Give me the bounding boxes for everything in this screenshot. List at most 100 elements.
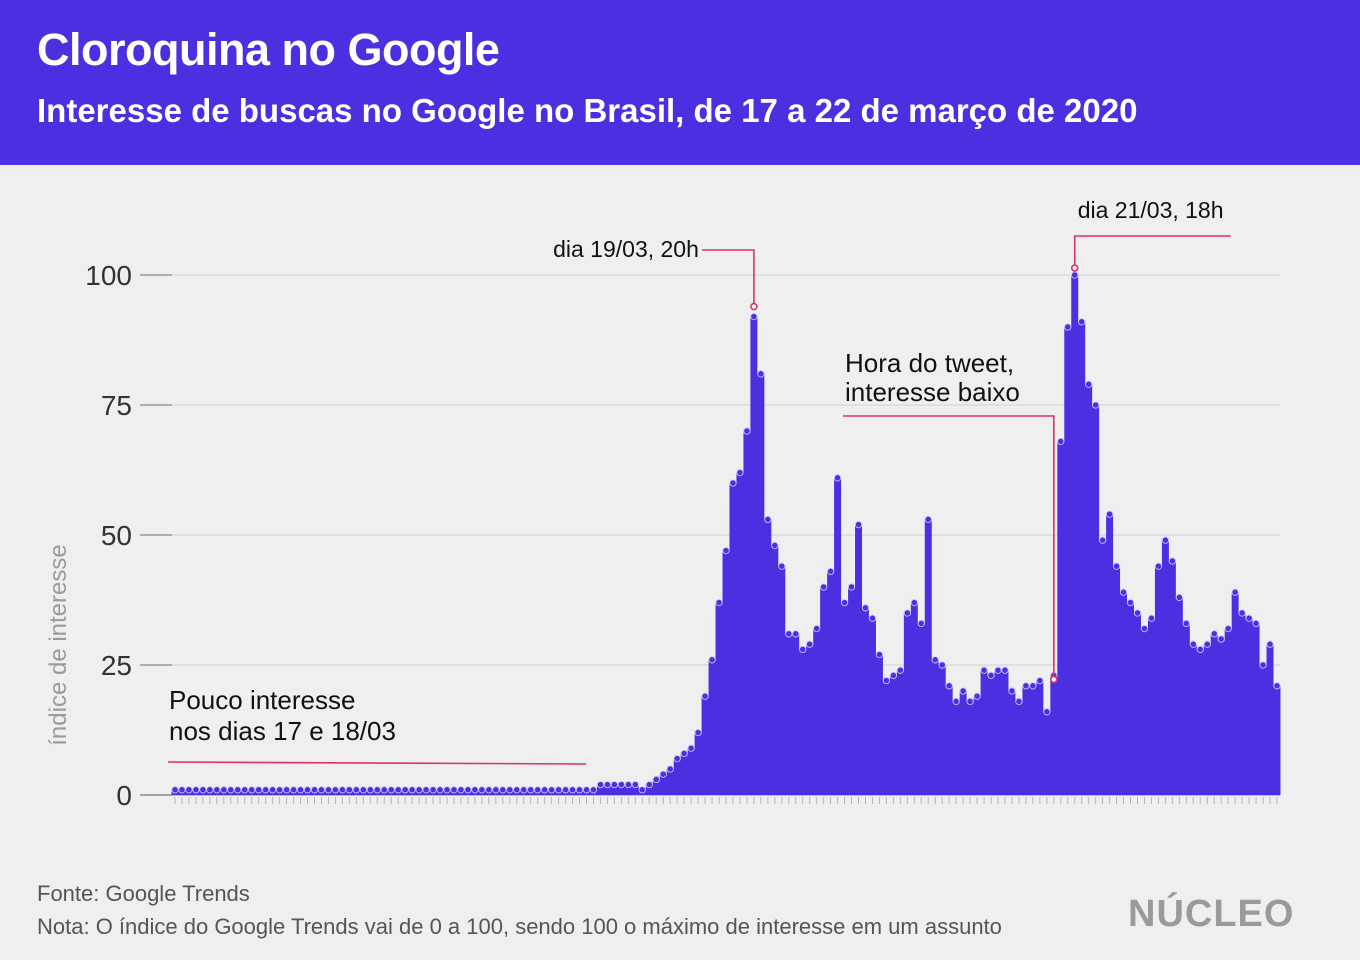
data-point [771,541,779,550]
methodology-note: Nota: O índice do Google Trends vai de 0… [37,914,1002,939]
data-point [499,786,507,794]
data-point [896,666,905,674]
annotation-leader-line [701,249,755,307]
data-point [1168,557,1177,565]
data-point [1224,624,1232,633]
data-point [171,786,179,794]
data-point [1092,401,1100,409]
data-point [492,786,500,794]
data-point [687,744,695,752]
data-point [199,786,207,794]
annotation-label-line-1: Hora do tweet, [845,348,1014,378]
x-axis-ticks [174,797,1278,804]
annotation-label-line-1: Pouco interesse [169,685,355,715]
y-axis-label: índice de interesse [45,544,72,745]
data-point [813,624,821,633]
data-point [1071,271,1079,279]
header-banner: Cloroquina no Google Interesse de buscas… [0,0,1360,165]
data-point [1133,609,1142,617]
page-title: Cloroquina no Google [37,24,500,75]
data-point [624,780,633,789]
data-point [1154,562,1163,570]
data-point [471,786,479,794]
data-point [715,598,723,607]
data-point [659,770,667,778]
y-tick-label: 25 [101,650,132,681]
data-point [1161,536,1170,544]
data-point [289,786,298,794]
data-point [582,786,591,794]
data-point [234,786,242,794]
data-point [282,786,291,794]
data-point [833,474,842,482]
annotation-tweet: Hora do tweet, interesse baixo [843,348,1058,684]
data-point [547,786,556,794]
data-point [1259,661,1267,669]
data-point [750,312,758,321]
search-interest-chart: 0 25 50 75 100 índice de interesse dia 19/03… [45,197,1281,811]
data-point [541,786,549,794]
interest-area [171,275,1281,795]
data-point [331,786,340,794]
data-point [352,786,360,794]
data-point [1112,562,1121,570]
annotation-label: dia 19/03, 20h [553,236,699,262]
data-point [394,786,402,794]
data-point [1078,318,1086,326]
data-point [478,786,486,794]
data-point [610,780,619,789]
data-point [1238,609,1246,617]
data-point [345,786,354,794]
data-point [178,786,186,794]
data-point [513,786,521,794]
data-point [652,775,660,784]
data-point [457,786,465,794]
data-point [262,786,270,794]
data-point [338,786,347,794]
data-point [1119,588,1128,596]
data-point [1064,323,1072,331]
data-point [317,786,326,794]
data-point [1203,640,1211,648]
data-point [806,640,814,648]
annotation-label-line-2: nos dias 17 e 18/03 [169,716,396,746]
data-point [1266,640,1274,648]
annotation-label-line-2: interesse baixo [845,377,1020,407]
source-note: Fonte: Google Trends [37,881,250,906]
data-point [1008,687,1016,695]
nucleo-logo: NÚCLEO [1128,893,1295,935]
data-point [778,562,786,570]
data-point [1105,510,1114,518]
data-point [255,786,263,794]
data-point [764,515,772,524]
annotation-marker [1050,675,1058,684]
data-point [554,786,563,794]
data-point [875,650,884,659]
data-point [868,614,877,622]
data-point [206,786,214,794]
data-point [1036,676,1044,685]
data-point [924,515,932,524]
y-tick-label: 50 [101,520,132,551]
data-point [408,786,416,794]
data-point [938,661,946,669]
data-point [1245,614,1253,622]
data-point [931,656,939,664]
data-point [1022,682,1030,690]
data-point [443,786,451,794]
y-tick-label: 100 [85,260,132,291]
data-point [534,786,542,794]
annotation-peak-2103: dia 21/03, 18h [1070,197,1231,272]
data-point [1140,624,1149,633]
data-point [645,780,653,789]
data-point [303,786,312,794]
annotation-label: dia 21/03, 18h [1078,197,1224,223]
data-point [603,780,612,789]
data-point [680,749,688,758]
data-point [1196,645,1204,654]
data-point [840,598,849,607]
data-point [568,786,577,794]
data-point [792,630,800,638]
data-point [1029,682,1037,690]
data-point [826,567,835,576]
